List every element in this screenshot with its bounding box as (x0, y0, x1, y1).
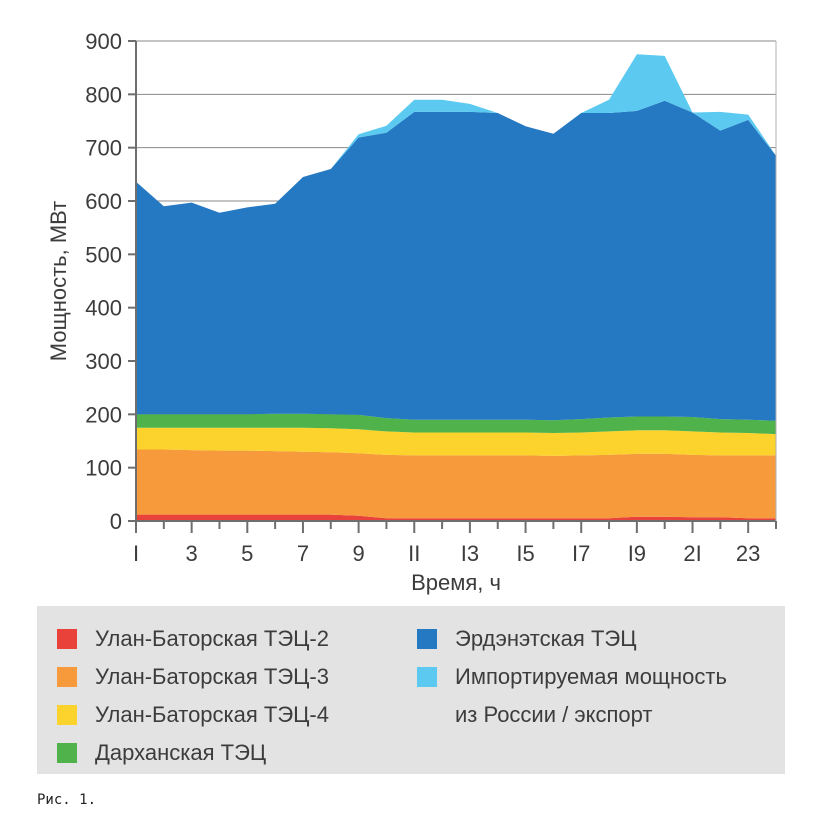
area-series-4 (136, 100, 776, 421)
stacked-areas (136, 54, 776, 521)
legend-label: Улан-Баторская ТЭЦ-4 (95, 702, 329, 727)
y-tick-label: 400 (85, 296, 122, 321)
area-series-2 (136, 427, 776, 456)
legend-label: Эрдэнэтская ТЭЦ (455, 626, 637, 651)
y-tick-label: 700 (85, 136, 122, 161)
legend-swatch (57, 705, 77, 725)
x-tick-label: I5 (516, 541, 534, 566)
y-tick-label: 200 (85, 402, 122, 427)
axes (128, 40, 777, 533)
area-series-0 (136, 514, 776, 521)
y-tick-labels: 0 100 200 300 400 500 600 700 800 900 (85, 29, 122, 534)
x-tick-label: I3 (461, 541, 479, 566)
legend-swatch (417, 667, 437, 687)
legend-label-line2: из России / экспорт (455, 702, 653, 727)
y-tick-label: 0 (110, 509, 122, 534)
area-series-1 (136, 449, 776, 519)
legend-swatch (57, 743, 77, 763)
y-tick-label: 900 (85, 29, 122, 54)
x-tick-label: I9 (628, 541, 646, 566)
x-tick-label: 9 (352, 541, 364, 566)
x-tick-label: I (133, 541, 139, 566)
legend-item-ub-tec4: Улан-Баторская ТЭЦ-4 (57, 696, 329, 734)
y-tick-label: 300 (85, 349, 122, 374)
y-tick-label: 800 (85, 82, 122, 107)
legend-label: Улан-Баторская ТЭЦ-2 (95, 626, 329, 651)
legend-label: Дарханская ТЭЦ (95, 740, 267, 765)
legend-label-line1: Импортируемая мощность (455, 664, 727, 689)
legend-item-erdenet-tec: Эрдэнэтская ТЭЦ (417, 620, 636, 658)
x-tick-label: 2I (683, 541, 701, 566)
x-tick-label: 7 (297, 541, 309, 566)
figure-caption: Рис. 1. (37, 792, 97, 808)
x-tick-label: 23 (736, 541, 760, 566)
x-tick-label: 3 (186, 541, 198, 566)
x-tick-labels: I 3 5 7 9 II I3 I5 I7 I9 2I 23 (133, 541, 760, 566)
legend-item-ub-tec3: Улан-Баторская ТЭЦ-3 (57, 658, 329, 696)
legend-item-import-russia: Импортируемая мощность из России / экспо… (417, 658, 727, 734)
y-tick-label: 500 (85, 242, 122, 267)
legend-item-darkhan-tec: Дарханская ТЭЦ (57, 734, 266, 772)
legend-swatch (57, 629, 77, 649)
x-tick-label: II (408, 541, 420, 566)
legend-item-ub-tec2: Улан-Баторская ТЭЦ-2 (57, 620, 329, 658)
x-tick-label: I7 (572, 541, 590, 566)
x-axis-title: Время, ч (411, 570, 501, 595)
legend-swatch (57, 667, 77, 687)
area-series-5 (136, 54, 776, 213)
y-axis-title: Мощность, МВт (46, 201, 71, 361)
area-series-3 (136, 413, 776, 435)
legend: Улан-Баторская ТЭЦ-2 Улан-Баторская ТЭЦ-… (37, 606, 785, 774)
legend-label: Улан-Баторская ТЭЦ-3 (95, 664, 329, 689)
y-tick-label: 100 (85, 456, 122, 481)
y-tick-label: 600 (85, 189, 122, 214)
legend-swatch (417, 629, 437, 649)
x-tick-label: 5 (241, 541, 253, 566)
